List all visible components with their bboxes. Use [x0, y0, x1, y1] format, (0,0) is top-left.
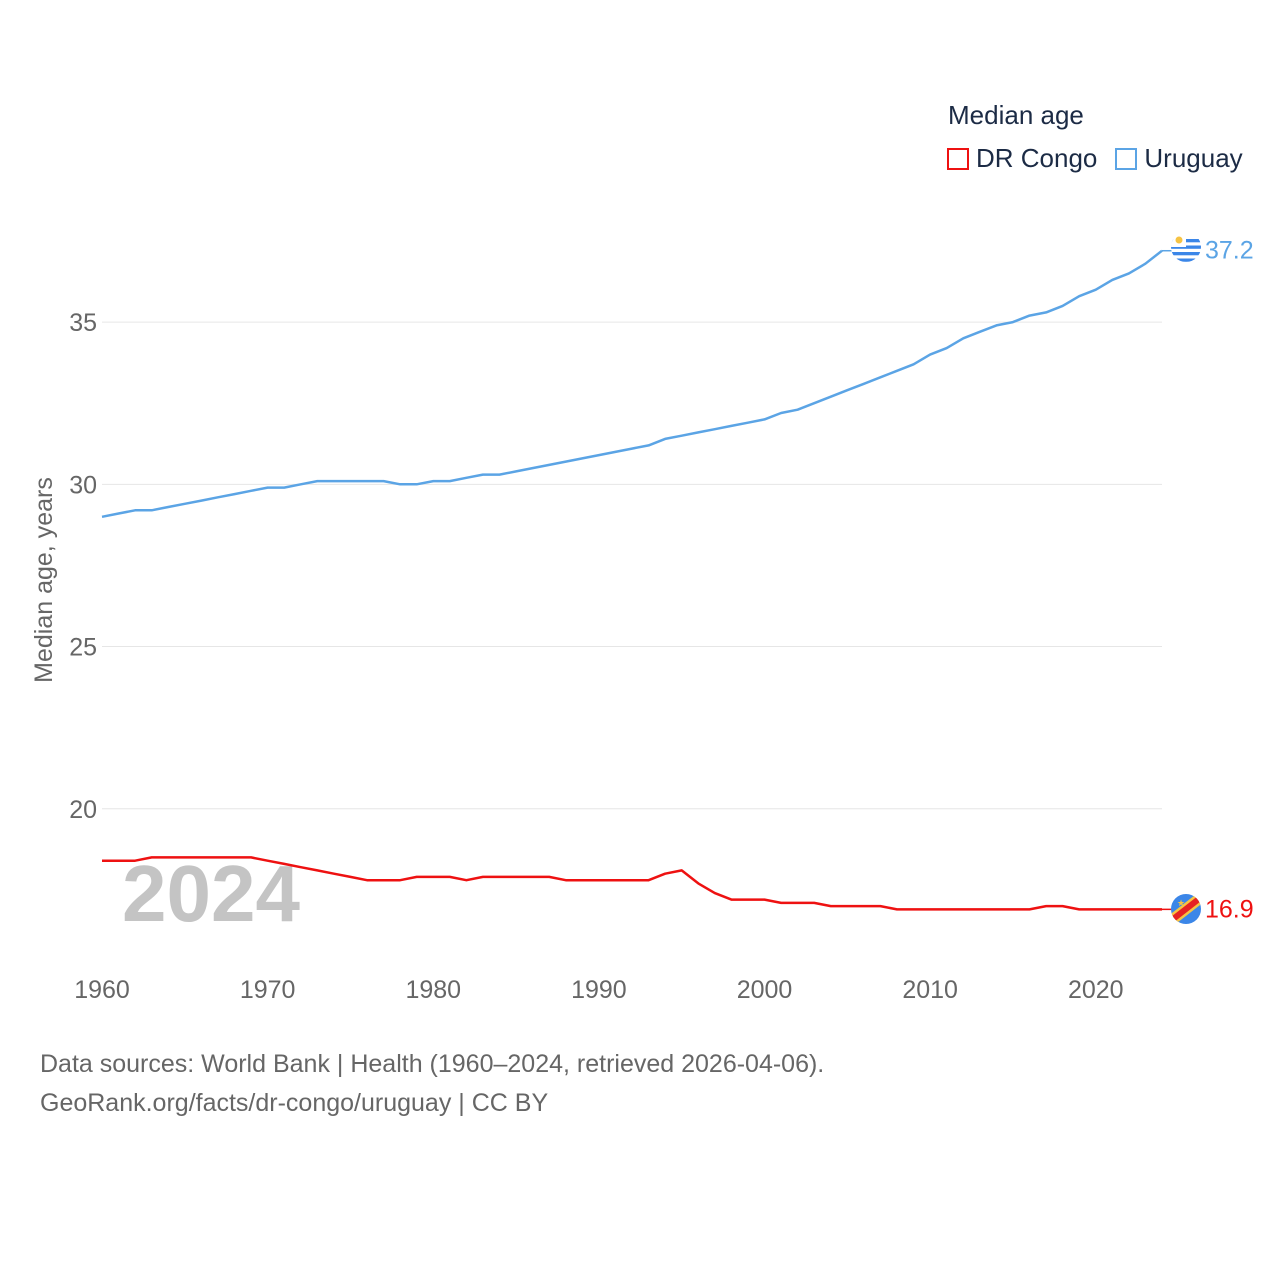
legend-item-uruguay[interactable]: Uruguay — [1115, 143, 1243, 174]
series-line-dr-congo[interactable] — [102, 856, 1162, 911]
x-tick-label: 2010 — [902, 976, 958, 1004]
x-tick-label: 1980 — [405, 976, 461, 1004]
source-line-1: Data sources: World Bank | Health (1960–… — [40, 1050, 825, 1078]
x-tick-label: 1970 — [240, 976, 296, 1004]
y-tick-label: 30 — [69, 471, 97, 499]
y-tick-label: 35 — [69, 309, 97, 337]
source-link[interactable]: GeoRank.org/facts/dr-congo/uruguay | CC … — [40, 1089, 549, 1117]
legend-label-dr-congo: DR Congo — [976, 143, 1098, 173]
x-axis-ticks: 1960 1970 1980 1990 2000 2010 2020 — [74, 976, 1123, 1004]
dr-congo-flag-icon: ★ — [1171, 894, 1201, 924]
legend-title: Median age — [948, 100, 1084, 130]
y-axis-label: Median age, years — [30, 477, 58, 683]
grid-lines — [102, 321, 1162, 810]
year-watermark: 2024 — [122, 849, 300, 938]
series-layer: 37.2 16.9 — [101, 237, 1254, 923]
y-axis-ticks: 20 25 30 35 — [69, 309, 97, 824]
end-label-uruguay: 37.2 — [1205, 237, 1254, 265]
legend-item-dr-congo[interactable]: DR Congo — [947, 143, 1097, 174]
source-note: Data sources: World Bank | Health (1960–… — [40, 1045, 824, 1123]
y-tick-label: 20 — [69, 796, 97, 824]
x-tick-label: 2000 — [737, 976, 793, 1004]
x-tick-label: 2020 — [1068, 976, 1124, 1004]
uruguay-flag-icon — [1171, 232, 1201, 262]
end-label-dr-congo: 16.9 — [1205, 895, 1254, 923]
legend: DR Congo Uruguay — [947, 143, 1261, 174]
x-tick-label: 1990 — [571, 976, 627, 1004]
svg-text:★: ★ — [1177, 899, 1185, 909]
series-line-uruguay[interactable] — [101, 249, 1163, 519]
legend-swatch-uruguay — [1115, 147, 1138, 170]
legend-swatch-dr-congo — [947, 147, 969, 170]
y-tick-label: 25 — [69, 634, 97, 662]
legend-label-uruguay: Uruguay — [1144, 143, 1243, 173]
x-tick-label: 1960 — [74, 976, 130, 1004]
